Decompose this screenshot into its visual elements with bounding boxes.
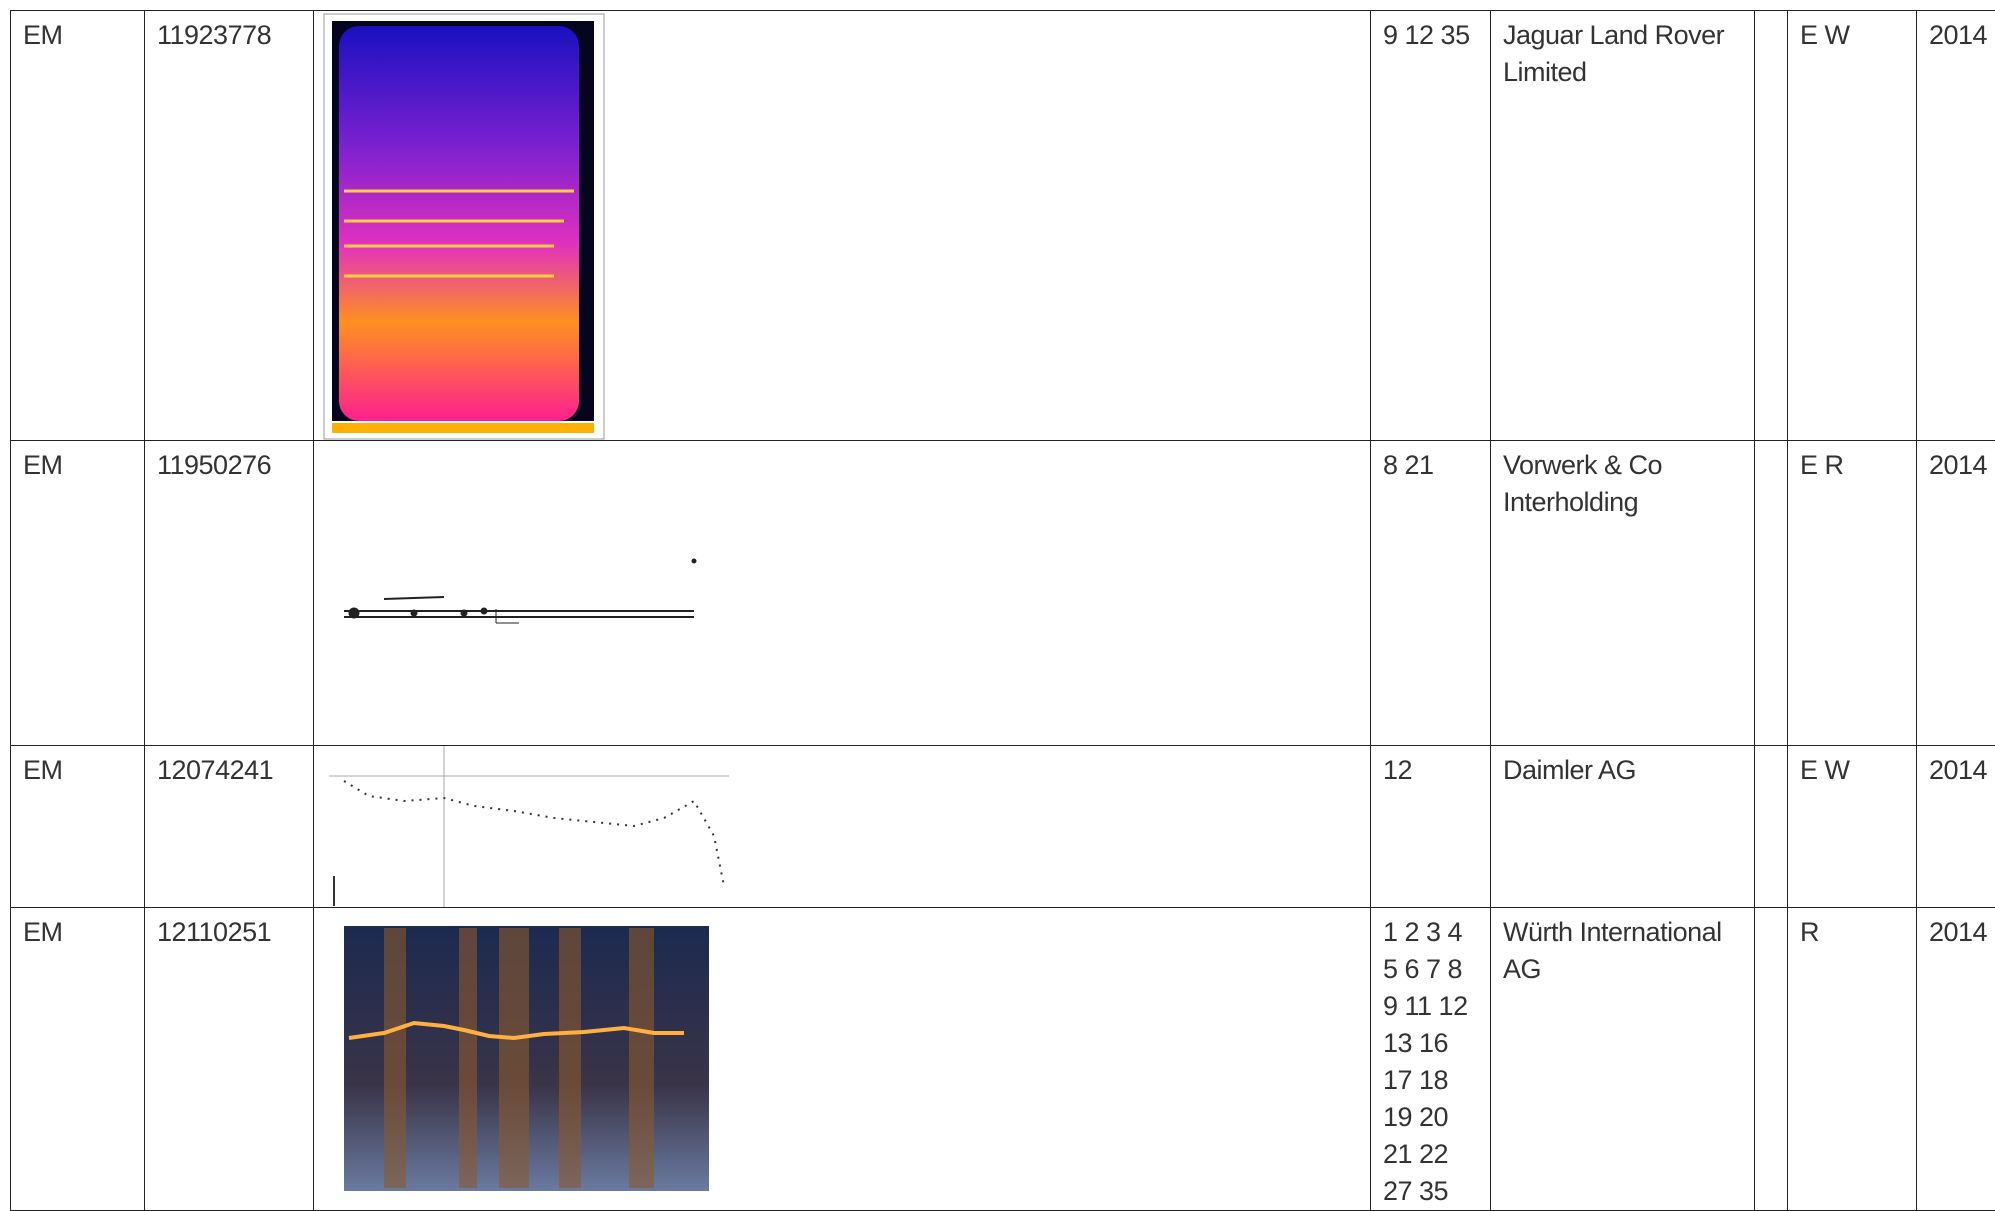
number: 12110251 [145,908,314,1211]
spectrogram [314,11,614,441]
office: EM [11,11,145,441]
mark-image [314,908,1371,1211]
year: 2014 [1917,746,1995,908]
kind: E R [1788,441,1917,746]
owner: Würth International AG [1491,908,1755,1211]
classes: 12 [1371,746,1491,908]
row: EM 11950276 8 21 Vorwerk & Co Interholdi… [11,441,1995,746]
line-plot [314,746,734,908]
empty-cell [1755,11,1788,441]
spectrogram [314,908,714,1198]
row: EM 12110251 1 2 3 4 5 6 7 8 9 11 12 13 1… [11,908,1995,1211]
number: 11950276 [145,441,314,746]
kind: R [1788,908,1917,1211]
year: 2014 [1917,441,1995,746]
musical-notation [314,441,714,746]
classes: 9 12 35 [1371,11,1491,441]
owner: Jaguar Land Rover Limited [1491,11,1755,441]
owner: Vorwerk & Co Interholding [1491,441,1755,746]
number: 11923778 [145,11,314,441]
office: EM [11,908,145,1211]
office: EM [11,441,145,746]
year: 2014 [1917,11,1995,441]
number: 12074241 [145,746,314,908]
classes: 8 21 [1371,441,1491,746]
classes: 1 2 3 4 5 6 7 8 9 11 12 13 16 17 18 19 2… [1371,908,1491,1211]
empty-cell [1755,441,1788,746]
trademark-table: EM 11923778 9 12 35 Jaguar Land Rover Li… [10,10,1995,1211]
mark-image [314,746,1371,908]
mark-image [314,11,1371,441]
row: EM 11923778 9 12 35 Jaguar Land Rover Li… [11,11,1995,441]
kind: E W [1788,746,1917,908]
office: EM [11,746,145,908]
empty-cell [1755,908,1788,1211]
owner: Daimler AG [1491,746,1755,908]
kind: E W [1788,11,1917,441]
mark-image [314,441,1371,746]
empty-cell [1755,746,1788,908]
row: EM 12074241 12 Daimler AG E W 2014 [11,746,1995,908]
year: 2014 [1917,908,1995,1211]
